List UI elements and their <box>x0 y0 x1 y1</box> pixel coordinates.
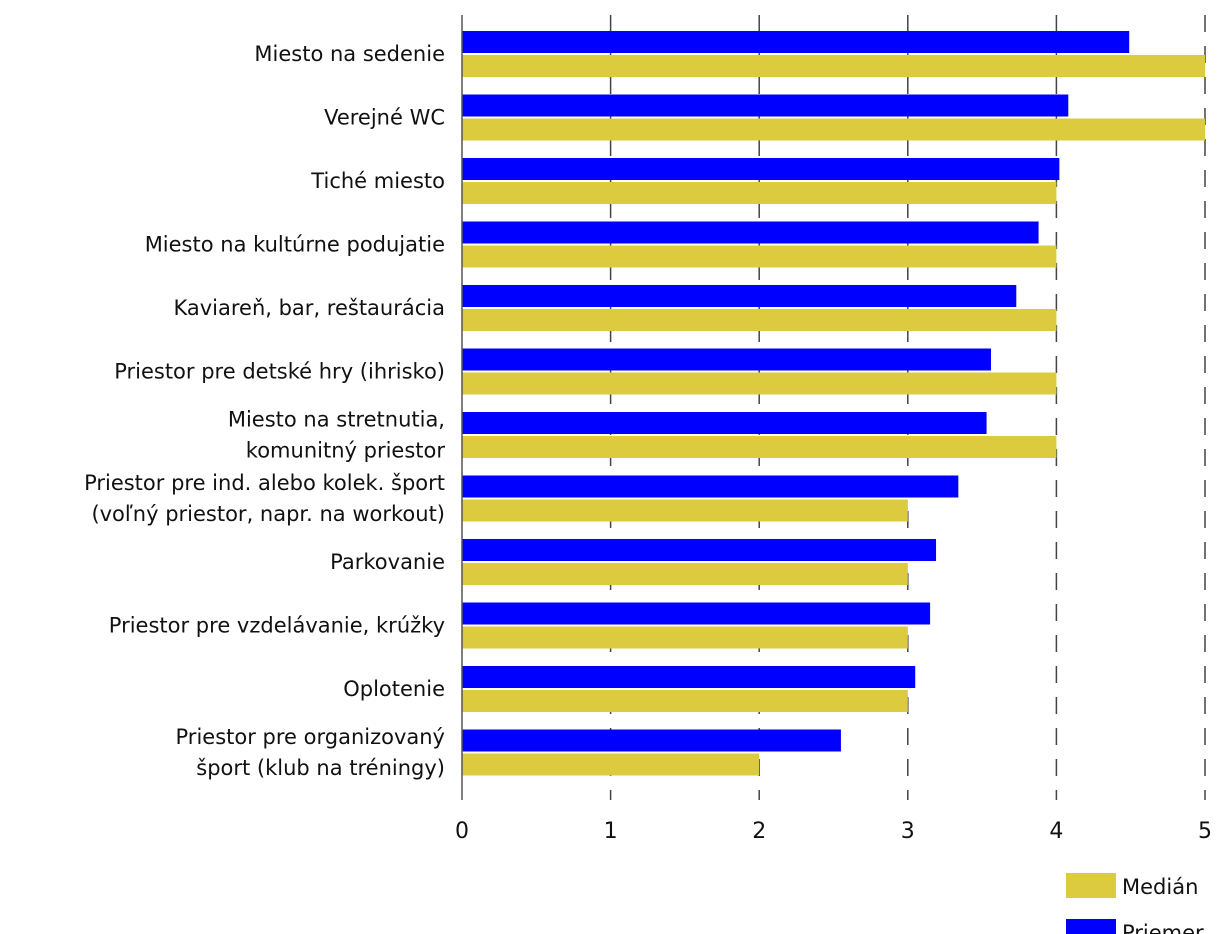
tick-label: 5 <box>1198 819 1212 844</box>
category-label: Priestor pre organizovaný <box>176 725 445 749</box>
bars <box>462 31 1205 776</box>
bar-priemer <box>462 285 1017 307</box>
bar-priemer <box>462 412 987 434</box>
category-label: Priestor pre vzdelávanie, krúžky <box>109 614 445 638</box>
category-label: Miesto na sedenie <box>254 42 445 66</box>
category-label: komunitný priestor <box>246 439 446 463</box>
tick-label: 3 <box>901 819 915 844</box>
bar-median <box>462 626 908 649</box>
bar-priemer <box>462 602 931 625</box>
tick-label: 2 <box>752 819 766 844</box>
bar-median <box>462 753 760 776</box>
bar-priemer <box>462 666 916 688</box>
bar-median <box>462 499 908 522</box>
category-label: Oplotenie <box>343 677 445 701</box>
category-label: Miesto na kultúrne podujatie <box>145 233 445 257</box>
bar-priemer <box>462 31 1130 53</box>
bar-priemer <box>462 475 959 498</box>
x-tick-labels: 0 1 2 3 4 5 <box>455 819 1212 844</box>
category-label: (voľný priestor, napr. na workout) <box>91 502 445 526</box>
category-label: Priestor pre ind. alebo kolek. šport <box>84 471 445 495</box>
category-label: Parkovanie <box>330 550 445 574</box>
bar-priemer <box>462 221 1039 244</box>
legend-swatch <box>1066 919 1116 934</box>
bar-median <box>462 245 1057 268</box>
bar-priemer <box>462 348 992 371</box>
bar-median <box>462 436 1057 458</box>
legend: Medián Priemer <box>1066 873 1204 934</box>
bar-median <box>462 182 1057 204</box>
bar-priemer <box>462 94 1069 117</box>
bar-median <box>462 690 908 712</box>
legend-label: Medián <box>1122 875 1198 899</box>
category-label: Kaviareň, bar, reštaurácia <box>173 296 445 320</box>
tick-label: 0 <box>455 819 469 844</box>
bar-median <box>462 309 1057 331</box>
bar-median <box>462 372 1057 395</box>
category-label: Tiché miesto <box>310 169 445 193</box>
category-labels: Miesto na sedenie Verejné WC Tiché miesto M… <box>84 42 445 780</box>
category-label: Verejné WC <box>324 106 445 130</box>
bar-priemer <box>462 539 937 561</box>
bar-median <box>462 563 908 585</box>
category-label: Priestor pre detské hry (ihrisko) <box>114 360 445 384</box>
category-label: Miesto na stretnutia, <box>228 408 445 432</box>
category-label: šport (klub na tréningy) <box>196 756 445 780</box>
bar-priemer <box>462 729 841 752</box>
bar-median <box>462 55 1205 77</box>
legend-swatch <box>1066 873 1116 898</box>
tick-label: 4 <box>1049 819 1063 844</box>
legend-label: Priemer <box>1122 921 1204 934</box>
bar-median <box>462 118 1205 141</box>
bar-priemer <box>462 158 1060 180</box>
tick-label: 1 <box>604 819 618 844</box>
